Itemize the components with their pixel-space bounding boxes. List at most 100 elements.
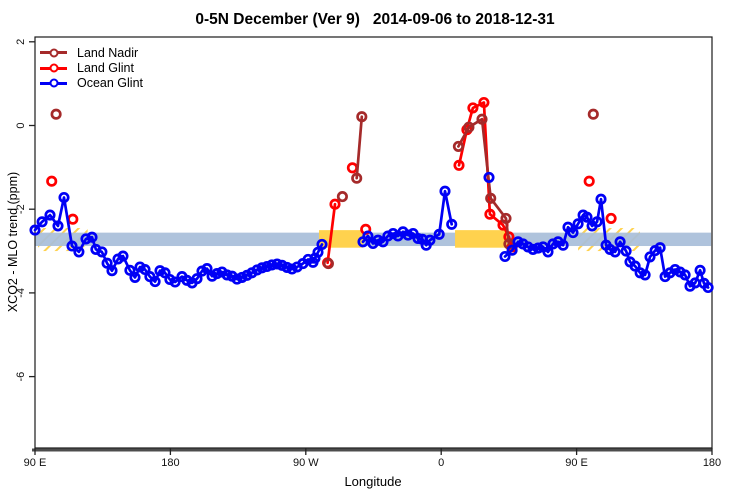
- legend-line-circle-marker: [40, 81, 67, 85]
- data-point-open-circle: [532, 242, 544, 254]
- data-point-open-circle: [527, 243, 539, 255]
- y-tick-label: 2: [15, 39, 27, 45]
- legend: Land Nadir Land Glint Ocean Glint: [40, 45, 143, 91]
- data-point-open-circle: [702, 281, 714, 294]
- data-point-open-circle: [356, 111, 368, 123]
- data-point-open-circle: [583, 175, 595, 187]
- series-line: [355, 115, 364, 180]
- data-point-open-circle: [614, 236, 626, 248]
- x-axis-label: Longitude: [344, 474, 402, 489]
- data-point-open-circle: [679, 269, 691, 281]
- x-tick-label: 180: [161, 457, 179, 469]
- data-point-open-circle: [106, 265, 118, 277]
- y-tick-label: -6: [15, 372, 27, 382]
- data-point-open-circle: [605, 212, 617, 224]
- y-tick-label: -2: [15, 204, 27, 214]
- data-point-open-circle: [149, 276, 161, 288]
- data-point-open-circle: [424, 234, 436, 246]
- data-point-open-circle: [542, 246, 554, 258]
- y-tick-label: 0: [15, 122, 27, 128]
- series-ocean-glint: [29, 171, 714, 294]
- data-point-open-circle: [36, 216, 48, 228]
- data-point-open-circle: [609, 246, 621, 258]
- data-point-open-circle: [101, 257, 113, 269]
- data-point-open-circle: [452, 140, 464, 152]
- data-point-open-circle: [484, 208, 496, 220]
- data-point-open-circle: [29, 224, 41, 236]
- data-point-open-circle: [362, 230, 374, 242]
- legend-line-circle-marker: [40, 66, 67, 70]
- data-point-open-circle: [169, 276, 181, 288]
- data-point-open-circle: [694, 264, 706, 276]
- data-point-open-circle: [201, 263, 213, 275]
- data-point-open-circle: [620, 245, 632, 257]
- data-point-open-circle: [467, 102, 479, 114]
- plot-box: [34, 36, 713, 449]
- data-point-open-circle: [499, 250, 511, 263]
- y-tick-label: -4: [15, 288, 27, 298]
- data-point-open-circle: [572, 218, 584, 230]
- data-point-open-circle: [329, 198, 341, 210]
- legend-item: Land Glint: [40, 60, 143, 75]
- data-point-open-circle: [372, 234, 384, 246]
- data-point-open-circle: [73, 246, 85, 258]
- data-point-open-circle: [80, 233, 92, 245]
- data-point-open-circle: [211, 268, 223, 280]
- data-point-open-circle: [271, 258, 283, 270]
- legend-label: Land Nadir: [77, 45, 139, 60]
- data-point-open-circle: [483, 171, 495, 183]
- legend-label: Ocean Glint: [77, 76, 144, 91]
- data-point-open-circle: [124, 264, 136, 276]
- legend-line-circle-marker: [40, 51, 67, 55]
- data-point-open-circle: [46, 175, 58, 187]
- data-point-open-circle: [191, 273, 203, 285]
- data-point-open-circle: [581, 211, 593, 223]
- data-point-open-circle: [316, 238, 328, 250]
- data-point-open-circle: [557, 239, 569, 251]
- data-point-open-circle: [591, 216, 603, 228]
- legend-label: Land Glint: [77, 61, 134, 76]
- legend-item: Ocean Glint: [40, 76, 143, 91]
- data-point-open-circle: [322, 258, 334, 270]
- data-point-open-circle: [129, 271, 141, 283]
- data-point-open-circle: [433, 228, 445, 240]
- data-point-open-circle: [500, 212, 512, 224]
- chart-title: 0-5N December (Ver 9) 2014-09-06 to 2018…: [195, 11, 555, 28]
- data-point-open-circle: [639, 269, 651, 281]
- data-point-open-circle: [281, 261, 293, 273]
- data-point-open-circle: [52, 220, 64, 232]
- data-point-open-circle: [412, 232, 424, 245]
- data-point-open-circle: [506, 244, 518, 256]
- data-point-open-circle: [453, 159, 465, 171]
- data-point-open-circle: [336, 191, 348, 203]
- data-point-open-circle: [266, 259, 278, 271]
- data-point-open-circle: [446, 218, 458, 230]
- data-point-open-circle: [346, 162, 358, 174]
- legend-item: Land Nadir: [40, 45, 143, 60]
- data-point-open-circle: [463, 121, 475, 133]
- x-tick-label: 90 E: [565, 457, 588, 469]
- data-point-open-circle: [256, 262, 268, 274]
- data-point-open-circle: [50, 108, 62, 120]
- data-point-open-circle: [58, 191, 70, 204]
- data-point-open-circle: [567, 227, 579, 239]
- data-point-open-circle: [485, 192, 497, 204]
- data-point-open-circle: [587, 108, 599, 120]
- highlight-band-solid: [455, 230, 508, 248]
- data-point-open-circle: [629, 260, 641, 272]
- data-point-open-circle: [67, 213, 79, 225]
- series-line: [326, 202, 337, 265]
- data-point-open-circle: [231, 273, 243, 285]
- data-point-open-circle: [654, 242, 666, 254]
- data-point-open-circle: [221, 269, 233, 281]
- data-point-open-circle: [96, 246, 108, 258]
- data-point-open-circle: [476, 113, 488, 125]
- data-point-open-circle: [439, 185, 451, 197]
- data-point-open-circle: [117, 250, 129, 262]
- x-tick-label: 180: [703, 457, 721, 469]
- data-point-open-circle: [44, 209, 56, 221]
- data-point-open-circle: [86, 231, 98, 243]
- data-point-open-circle: [478, 96, 490, 109]
- data-point-open-circle: [286, 263, 298, 275]
